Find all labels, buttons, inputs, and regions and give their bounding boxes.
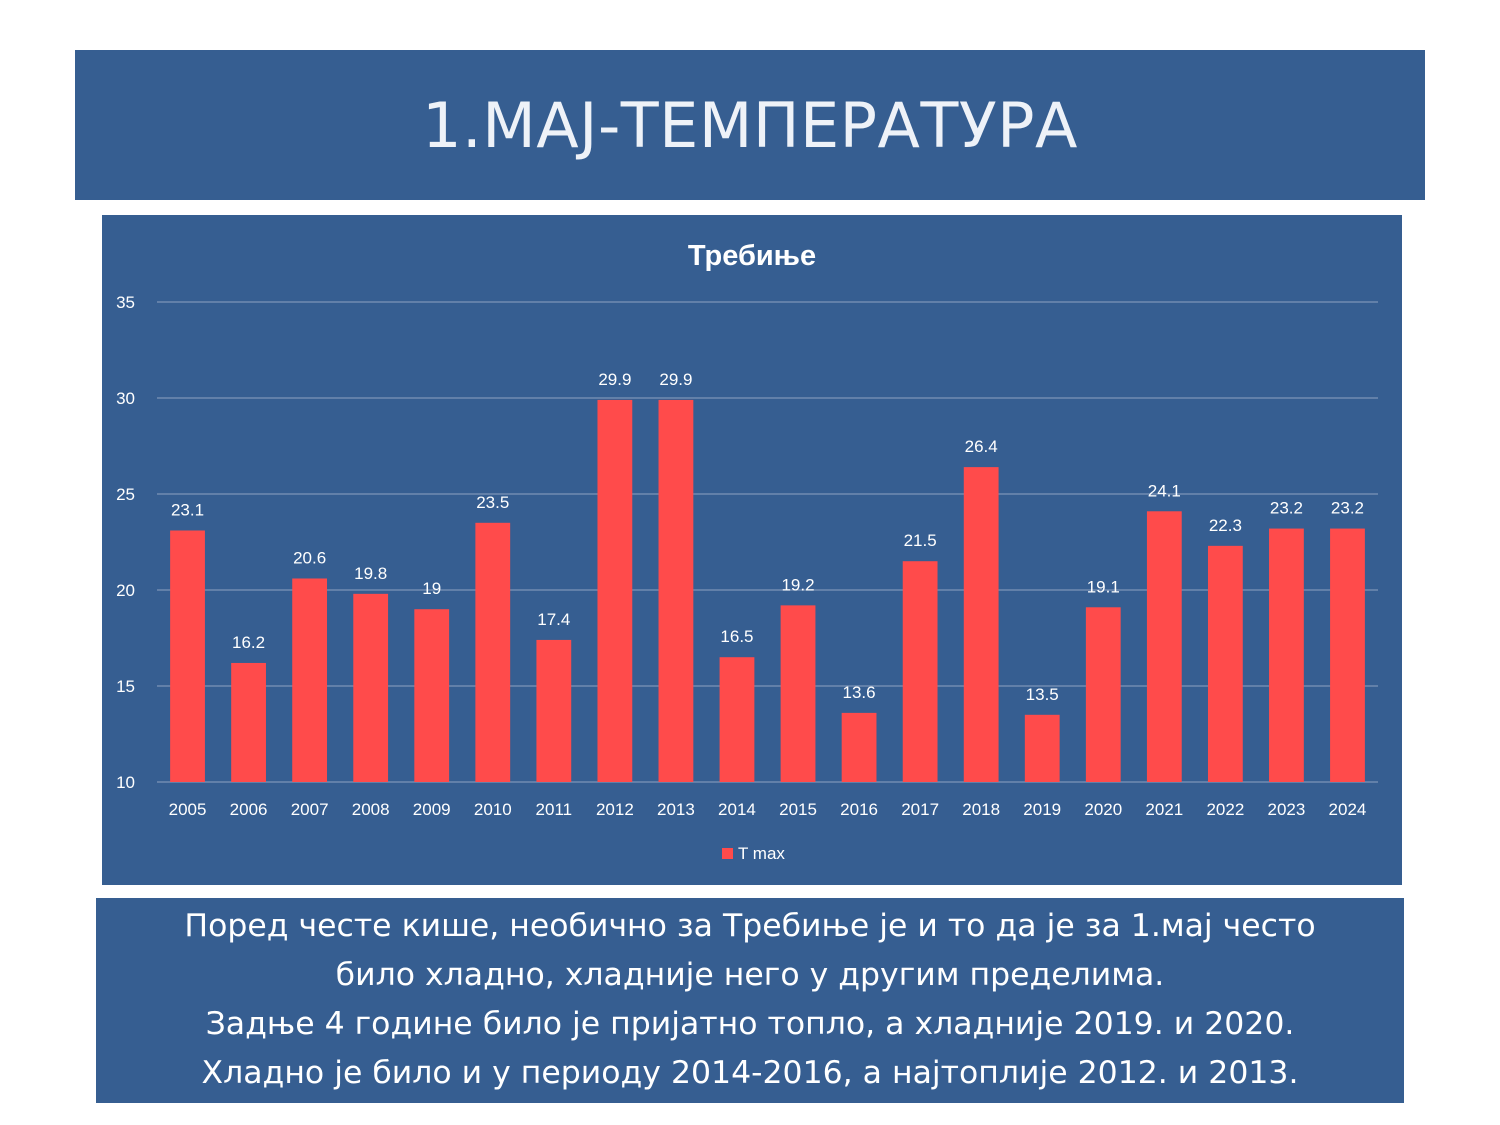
data-label-2009: 19 [422,579,441,598]
y-tick-label-20: 20 [116,581,135,600]
x-tick-label-2010: 2010 [474,800,512,819]
x-tick-label-2014: 2014 [718,800,756,819]
data-label-2019: 13.5 [1026,685,1059,704]
caption-line-2: било хладно, хладније него у другим пред… [335,957,1165,993]
chart-panel: Требиње 10 15 20 25 30 35 23.1 2005 16.2 2006 20.6 2… [102,215,1402,885]
x-tick-label-2012: 2012 [596,800,634,819]
y-tick-label-30: 30 [116,389,135,408]
x-tick-label-2021: 2021 [1145,800,1183,819]
legend-label: T max [738,844,785,863]
data-label-2018: 26.4 [965,437,998,456]
bar-2024 [1330,528,1365,782]
legend-swatch [722,848,733,859]
bar-chart: Требиње 10 15 20 25 30 35 23.1 2005 16.2 2006 20.6 2… [116,240,1378,863]
bar-2018 [963,467,999,782]
caption-line-4: Хладно је било и у периоду 2014-2016, а … [201,1055,1299,1091]
title-banner: 1.МАЈ-ТЕМПЕРАТУРА [75,50,1425,200]
data-label-2013: 29.9 [659,370,692,389]
caption-line-3: Задње 4 године било је пријатно топло, а… [205,1006,1295,1042]
bar-2009 [414,609,450,782]
data-label-2010: 23.5 [476,493,509,512]
y-tick-label-10: 10 [116,773,135,792]
bar-2014 [719,657,755,782]
data-label-2014: 16.5 [720,627,753,646]
bar-2016 [841,712,877,782]
bar-2019 [1024,714,1060,782]
x-tick-label-2013: 2013 [657,800,695,819]
y-tick-label-15: 15 [116,677,135,696]
bar-2013 [658,399,694,782]
bar-2010 [475,522,511,782]
bar-2007 [292,578,328,782]
data-label-2011: 17.4 [537,610,570,629]
data-label-2023: 23.2 [1270,499,1303,518]
x-tick-label-2016: 2016 [840,800,878,819]
y-tick-label-25: 25 [116,485,135,504]
x-tick-label-2024: 2024 [1329,800,1367,819]
data-label-2016: 13.6 [843,683,876,702]
data-label-2015: 19.2 [781,575,814,594]
x-tick-label-2017: 2017 [901,800,939,819]
data-label-2007: 20.6 [293,548,326,567]
data-label-2021: 24.1 [1148,481,1181,500]
x-tick-label-2008: 2008 [352,800,390,819]
bar-2021 [1146,511,1182,782]
x-tick-label-2020: 2020 [1084,800,1122,819]
x-tick-label-2019: 2019 [1023,800,1061,819]
x-tick-label-2011: 2011 [536,800,573,819]
bar-2017 [902,561,938,782]
bar-2023 [1269,528,1304,782]
data-label-2020: 19.1 [1087,577,1120,596]
x-tick-label-2006: 2006 [230,800,268,819]
x-tick-label-2022: 2022 [1206,800,1244,819]
caption-line-1: Поред честе кише, необично за Требиње је… [184,908,1316,944]
y-tick-label-35: 35 [116,293,135,312]
x-tick-label-2007: 2007 [291,800,329,819]
bar-2006 [231,662,266,782]
data-label-2024: 23.2 [1331,499,1364,518]
x-tick-label-2005: 2005 [169,800,207,819]
bar-2012 [597,399,633,782]
x-tick-label-2009: 2009 [413,800,451,819]
slide-title: 1.МАЈ-ТЕМПЕРАТУРА [422,88,1078,162]
data-label-2017: 21.5 [904,531,937,550]
bar-2005 [170,530,205,782]
bar-2022 [1207,545,1243,782]
data-label-2022: 22.3 [1209,516,1242,535]
data-label-2012: 29.9 [598,370,631,389]
data-label-2006: 16.2 [232,633,265,652]
bar-2020 [1085,607,1121,782]
chart-title: Требиње [688,240,816,272]
data-label-2008: 19.8 [354,564,387,583]
caption-box: Поред честе кише, необично за Требиње је… [96,898,1404,1103]
data-label-2005: 23.1 [171,500,204,519]
x-tick-label-2018: 2018 [962,800,1000,819]
x-tick-label-2015: 2015 [779,800,817,819]
bar-2015 [780,605,816,782]
bar-2008 [353,593,389,782]
x-tick-label-2023: 2023 [1268,800,1306,819]
bar-2011 [536,639,572,782]
